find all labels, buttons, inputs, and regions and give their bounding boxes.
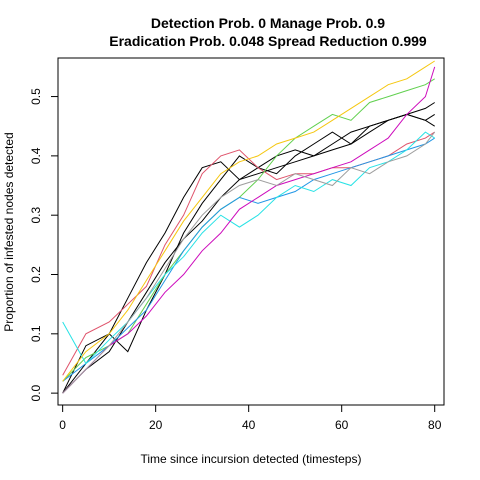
- y-axis: 0.0 0.1 0.2 0.3 0.4 0.5: [29, 88, 59, 401]
- y-tick-label: 0.3: [29, 207, 43, 224]
- x-tick-label: 0: [59, 418, 66, 432]
- x-tick-label: 40: [242, 418, 256, 432]
- series-line-10: [62, 131, 436, 394]
- series-line-9: [62, 60, 435, 382]
- series-line-6: [62, 137, 435, 382]
- y-axis-label: Proportion of infested nodes detected: [2, 132, 16, 331]
- series-line-8: [62, 66, 436, 394]
- x-tick-label: 20: [149, 418, 163, 432]
- chart-title-line2: Eradication Prob. 0.048 Spread Reduction…: [109, 33, 427, 49]
- series-layer: [62, 60, 436, 394]
- series-line-1: [62, 113, 435, 394]
- x-tick-label: 80: [428, 418, 442, 432]
- x-axis-label: Time since incursion detected (timesteps…: [141, 452, 362, 466]
- chart-title-line1: Detection Prob. 0 Manage Prob. 0.9: [151, 15, 385, 31]
- y-tick-label: 0.0: [29, 384, 43, 401]
- x-axis: 0 20 40 60 80: [59, 404, 442, 432]
- x-tick-label: 60: [335, 418, 349, 432]
- y-tick-label: 0.5: [29, 88, 43, 105]
- y-tick-label: 0.4: [29, 147, 43, 164]
- y-tick-label: 0.2: [29, 266, 43, 283]
- y-tick-label: 0.1: [29, 325, 43, 342]
